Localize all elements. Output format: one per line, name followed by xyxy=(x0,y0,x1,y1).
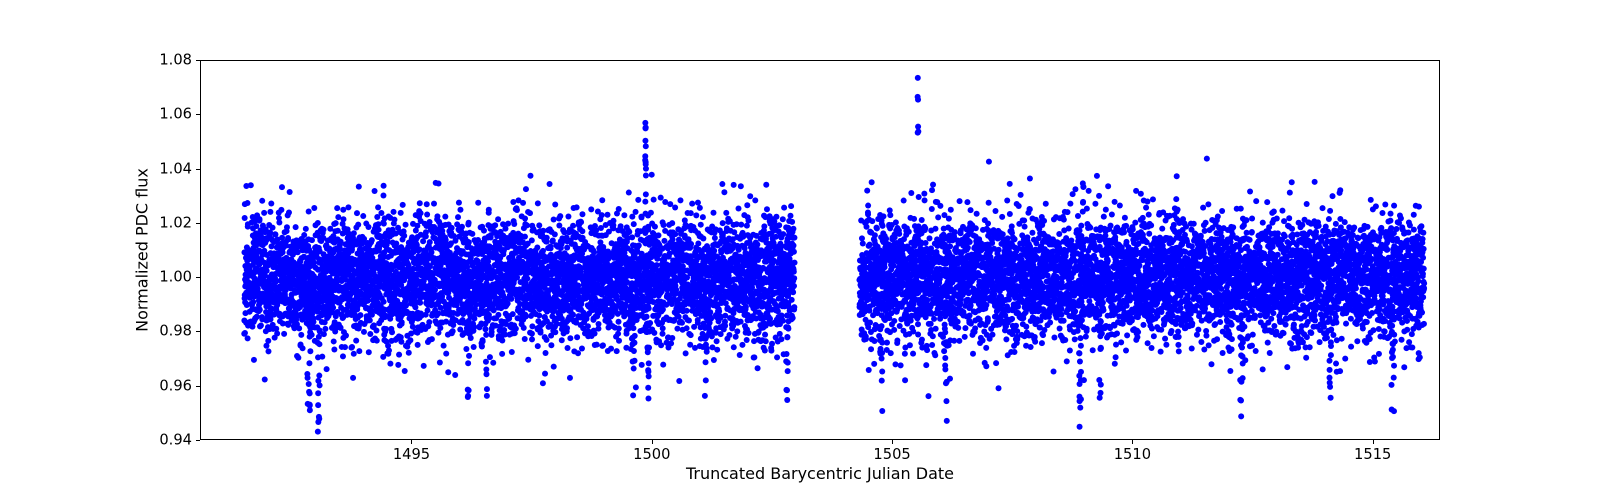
scatter-plot xyxy=(201,61,1441,441)
x-tick-label: 1510 xyxy=(1114,446,1151,463)
figure: Truncated Barycentric Julian Date Normal… xyxy=(0,0,1600,500)
y-tick-mark xyxy=(196,440,200,441)
y-tick-label: 0.96 xyxy=(159,377,192,394)
y-tick-label: 1.08 xyxy=(159,52,192,69)
x-tick-label: 1505 xyxy=(873,446,910,463)
y-tick-label: 1.00 xyxy=(159,269,192,286)
plot-axes xyxy=(200,60,1440,440)
y-axis-label: Normalized PDC flux xyxy=(133,168,152,332)
x-tick-label: 1500 xyxy=(633,446,670,463)
x-tick-mark xyxy=(1373,440,1374,444)
y-tick-label: 0.98 xyxy=(159,323,192,340)
y-tick-mark xyxy=(196,60,200,61)
y-tick-label: 1.06 xyxy=(159,106,192,123)
y-tick-mark xyxy=(196,277,200,278)
y-tick-label: 0.94 xyxy=(159,432,192,449)
y-tick-mark xyxy=(196,169,200,170)
y-tick-mark xyxy=(196,386,200,387)
x-tick-mark xyxy=(652,440,653,444)
x-tick-mark xyxy=(892,440,893,444)
y-tick-mark xyxy=(196,331,200,332)
y-tick-label: 1.02 xyxy=(159,214,192,231)
y-tick-mark xyxy=(196,114,200,115)
x-tick-mark xyxy=(1132,440,1133,444)
x-axis-label: Truncated Barycentric Julian Date xyxy=(686,464,954,483)
y-tick-label: 1.04 xyxy=(159,160,192,177)
x-tick-mark xyxy=(411,440,412,444)
x-tick-label: 1515 xyxy=(1354,446,1391,463)
x-tick-label: 1495 xyxy=(393,446,430,463)
y-tick-mark xyxy=(196,223,200,224)
